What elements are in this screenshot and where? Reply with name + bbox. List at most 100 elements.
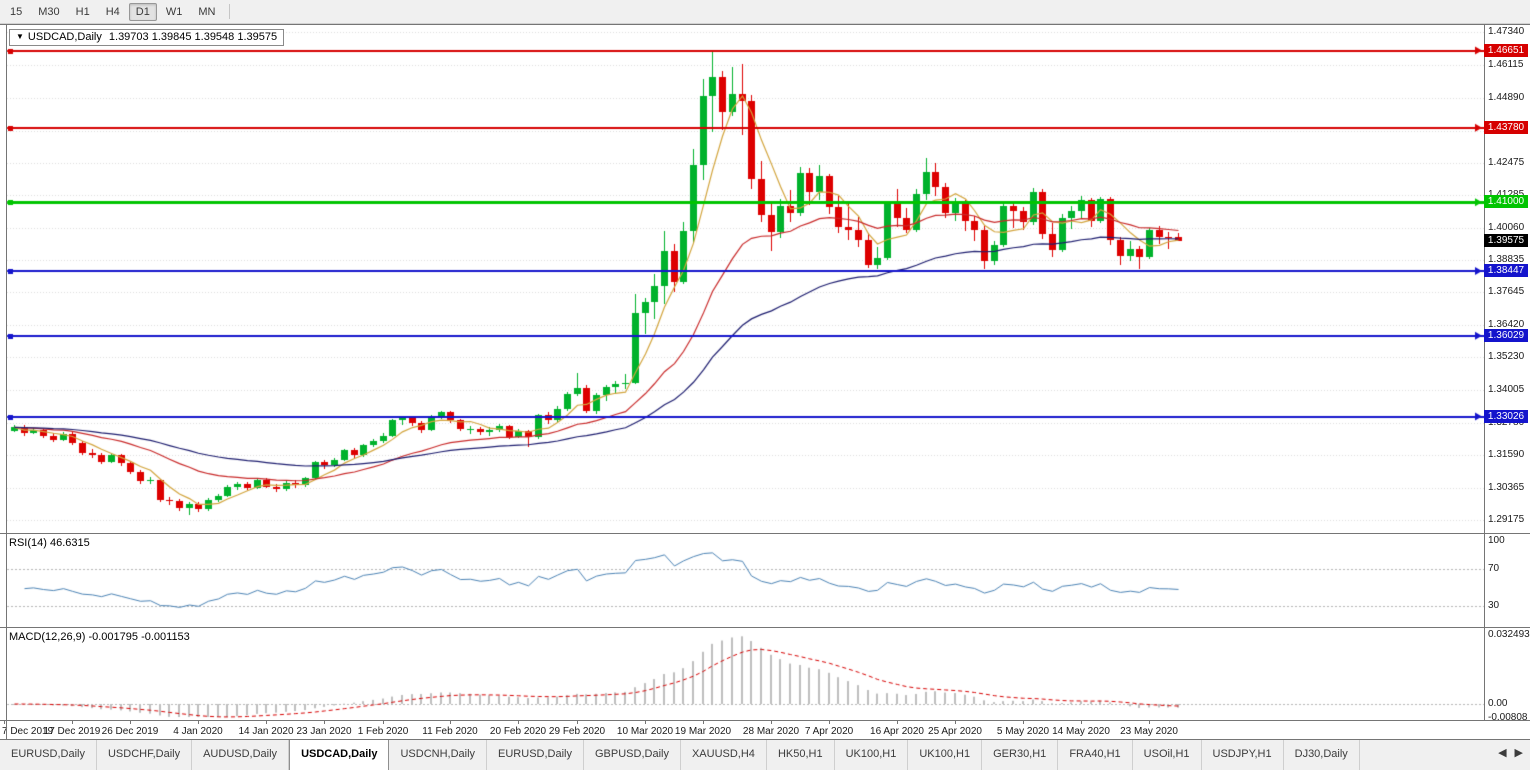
- timeframe-button-mn[interactable]: MN: [198, 5, 216, 18]
- date-axis-label[interactable]: 11 Feb 2020: [422, 726, 478, 737]
- timeframe-button-h4[interactable]: H4: [105, 5, 120, 18]
- price-axis-label: 1.40060: [1488, 222, 1525, 233]
- hline-price-badge: 1.41000: [1484, 195, 1528, 208]
- date-tick-mark: [955, 721, 956, 724]
- date-axis-label[interactable]: 5 May 2020: [996, 726, 1050, 737]
- date-axis-label[interactable]: 14 May 2020: [1052, 726, 1110, 737]
- date-tick-mark: [4, 721, 5, 724]
- date-axis-label[interactable]: 20 Feb 2020: [489, 726, 547, 737]
- date-axis-label[interactable]: 28 Mar 2020: [742, 726, 800, 737]
- date-axis-label[interactable]: 1 Feb 2020: [357, 726, 409, 737]
- price-axis-label: 1.34005: [1488, 384, 1525, 395]
- date-tick-mark: [1023, 721, 1024, 724]
- date-axis-label[interactable]: 14 Jan 2020: [238, 726, 294, 737]
- date-axis-label[interactable]: 25 Apr 2020: [928, 726, 982, 737]
- date-axis-label[interactable]: 19 Mar 2020: [674, 726, 732, 737]
- macd-indicator-label: MACD(12,26,9) -0.001795 -0.001153: [9, 631, 190, 643]
- chart-tabs-strip: EURUSD,Daily USDCHF,Daily AUDUSD,Daily USDC…: [0, 740, 1488, 770]
- symbol-title: USDCAD,Daily: [27, 31, 102, 43]
- macd-panel-canvas[interactable]: [0, 628, 1484, 720]
- price-axis-label: 1.29175: [1488, 514, 1525, 525]
- chart-tab-eurusd-daily[interactable]: EURUSD,Daily: [487, 740, 584, 770]
- panel-separator-rsi-macd[interactable]: [0, 627, 1530, 628]
- macd-axis-label: -0.00808: [1488, 712, 1528, 723]
- hline-price-badge: 1.46651: [1484, 44, 1528, 57]
- tab-scroll-right-button[interactable]: ▶: [1514, 747, 1523, 759]
- timeframe-toolbar: 15 M30 H1 H4 D1 W1 MN: [0, 0, 1530, 24]
- price-axis-separator: [1484, 24, 1485, 721]
- date-tick-mark: [1149, 721, 1150, 724]
- rsi-axis-label: 70: [1488, 563, 1500, 574]
- date-tick-mark: [703, 721, 704, 724]
- date-axis-label[interactable]: 23 Jan 2020: [296, 726, 352, 737]
- chart-tab-dj30-daily[interactable]: DJ30,Daily: [1284, 740, 1360, 770]
- chart-tab-usdjpy-h1[interactable]: USDJPY,H1: [1202, 740, 1284, 770]
- chart-frame-left: [6, 24, 7, 739]
- toolbar-divider: [229, 4, 231, 19]
- rsi-axis-label: 100: [1488, 535, 1505, 546]
- rsi-indicator-label: RSI(14) 46.6315: [9, 537, 90, 549]
- chart-tab-fra40-h1[interactable]: FRA40,H1: [1058, 740, 1133, 770]
- date-tick-mark: [383, 721, 384, 724]
- price-axis-label: 1.41285: [1488, 190, 1524, 200]
- chart-tab-uk100-h1[interactable]: UK100,H1: [835, 740, 909, 770]
- date-tick-mark: [897, 721, 898, 724]
- date-axis-label[interactable]: 4 Jan 2020: [173, 726, 223, 737]
- chart-tab-hk50-h1[interactable]: HK50,H1: [767, 740, 835, 770]
- date-axis[interactable]: 7 Dec 2019 17 Dec 2019 26 Dec 2019 4 Jan 20…: [0, 721, 1530, 740]
- chart-tab-usoil-h1[interactable]: USOil,H1: [1133, 740, 1202, 770]
- date-axis-label[interactable]: 10 Mar 2020: [616, 726, 674, 737]
- date-tick-mark: [771, 721, 772, 724]
- panel-separator-price-rsi[interactable]: [0, 533, 1530, 534]
- timeframe-button-h1[interactable]: H1: [75, 5, 90, 18]
- date-axis-label[interactable]: 16 Apr 2020: [870, 726, 924, 737]
- chart-tab-audusd-daily[interactable]: AUDUSD,Daily: [192, 740, 290, 770]
- price-axis-label: 1.42475: [1488, 157, 1525, 168]
- date-axis-label[interactable]: 7 Apr 2020: [804, 726, 854, 737]
- timeframe-button-d1[interactable]: D1: [128, 2, 157, 21]
- hline-price-badge: 1.33026: [1484, 410, 1528, 423]
- price-axis[interactable]: 1.473401.461151.448901.436651.424751.412…: [1484, 24, 1530, 723]
- symbol-info-box[interactable]: ▼ USDCAD,Daily 1.39703 1.39845 1.39548 1.3…: [9, 29, 285, 46]
- chart-tab-usdchf-daily[interactable]: USDCHF,Daily: [97, 740, 193, 770]
- macd-axis-label: 0.032493: [1488, 629, 1530, 640]
- rsi-panel-canvas[interactable]: [0, 534, 1484, 627]
- collapse-triangle-icon[interactable]: ▼: [16, 32, 24, 41]
- macd-axis-label: 0.00: [1488, 698, 1508, 709]
- price-axis-label: 1.47340: [1488, 26, 1525, 37]
- timeframe-button-w1[interactable]: W1: [165, 5, 183, 18]
- current-price-badge: 1.39575: [1484, 234, 1528, 247]
- price-chart-canvas[interactable]: [0, 25, 1484, 533]
- tab-scroll-arrows: ◀ ▶: [1494, 746, 1527, 759]
- timeframe-button-15[interactable]: 15: [10, 5, 23, 18]
- price-axis-label: 1.31590: [1488, 449, 1525, 460]
- chart-tab-eurusd-daily[interactable]: EURUSD,Daily: [0, 740, 97, 770]
- chart-frame-top: [0, 24, 1530, 25]
- chart-tab-uk100-h1[interactable]: UK100,H1: [908, 740, 983, 770]
- hline-price-badge: 1.36029: [1484, 329, 1528, 342]
- chart-tab-usdcnh-daily[interactable]: USDCNH,Daily: [389, 740, 488, 770]
- date-tick-mark: [266, 721, 267, 724]
- chart-tab-xauusd-h4[interactable]: XAUUSD,H4: [681, 740, 767, 770]
- date-tick-mark: [72, 721, 73, 724]
- chart-tab-usdcad-daily[interactable]: USDCAD,Daily: [289, 740, 390, 770]
- date-axis-label[interactable]: 23 May 2020: [1120, 726, 1178, 737]
- date-axis-label[interactable]: 7 Dec 2019: [2, 726, 54, 737]
- date-tick-mark: [829, 721, 830, 724]
- price-axis-label: 1.46115: [1488, 59, 1524, 70]
- chart-tab-gbpusd-daily[interactable]: GBPUSD,Daily: [584, 740, 681, 770]
- date-tick-mark: [130, 721, 131, 724]
- chart-tab-ger30-h1[interactable]: GER30,H1: [982, 740, 1059, 770]
- date-tick-mark: [577, 721, 578, 724]
- hline-price-badge: 1.38447: [1484, 264, 1528, 277]
- tab-scroll-left-button[interactable]: ◀: [1498, 747, 1507, 759]
- date-tick-mark: [198, 721, 199, 724]
- date-axis-label[interactable]: 26 Dec 2019: [101, 726, 159, 737]
- date-axis-label[interactable]: 29 Feb 2020: [548, 726, 606, 737]
- timeframe-button-m30[interactable]: M30: [38, 5, 60, 18]
- date-axis-label[interactable]: 17 Dec 2019: [43, 726, 101, 737]
- chart-tab-bar: EURUSD,Daily USDCHF,Daily AUDUSD,Daily USDC…: [0, 740, 1530, 770]
- price-axis-label: 1.35230: [1488, 351, 1525, 362]
- panel-separator-macd-dates: [0, 720, 1530, 721]
- date-tick-mark: [518, 721, 519, 724]
